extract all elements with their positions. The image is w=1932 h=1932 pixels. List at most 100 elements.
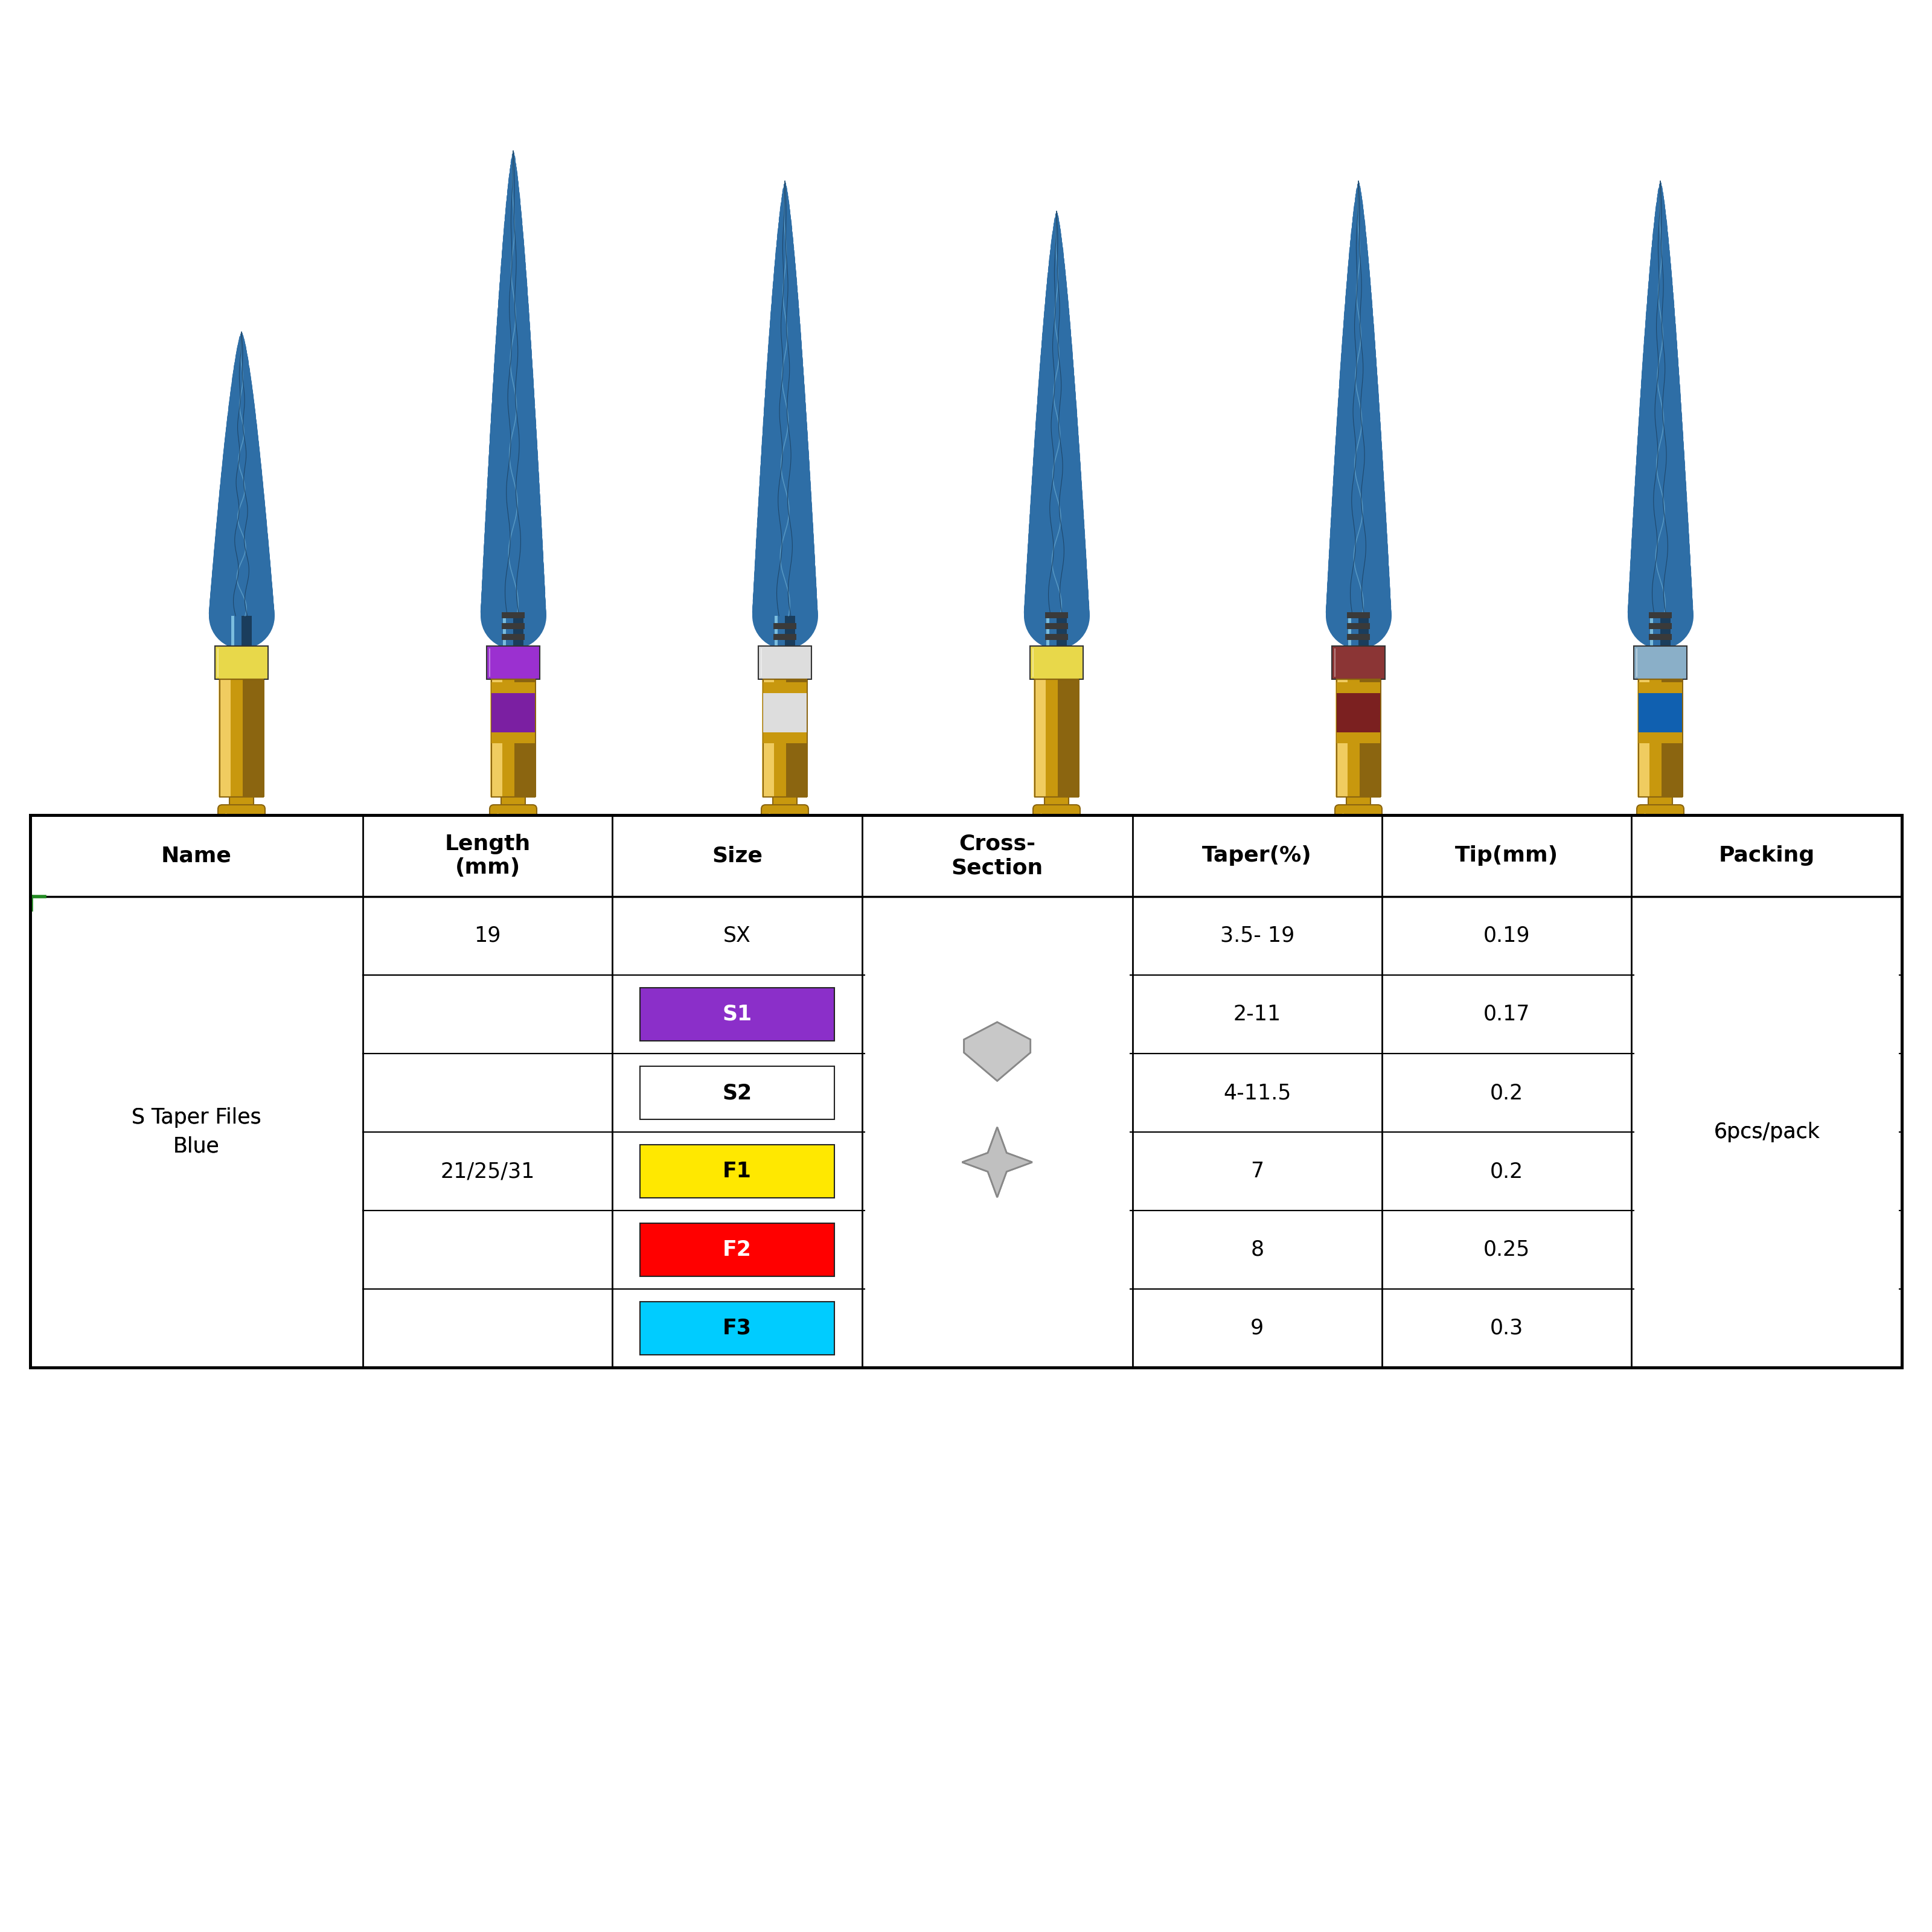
Bar xyxy=(1354,680,1356,796)
Bar xyxy=(1648,622,1671,630)
Bar xyxy=(1039,680,1041,796)
Bar xyxy=(493,680,495,796)
Bar xyxy=(866,900,1130,1364)
Bar xyxy=(247,680,249,796)
Bar xyxy=(33,900,359,1364)
Bar xyxy=(1644,680,1648,796)
Bar xyxy=(533,680,535,796)
Bar xyxy=(1037,680,1041,796)
Bar xyxy=(1045,634,1068,639)
Bar xyxy=(1665,680,1667,796)
Bar xyxy=(639,987,835,1041)
Bar xyxy=(230,680,232,796)
Bar xyxy=(1360,680,1362,796)
Bar xyxy=(1331,645,1385,680)
Bar xyxy=(779,680,781,796)
Bar xyxy=(1337,732,1379,744)
Bar xyxy=(220,680,263,796)
Bar xyxy=(1051,680,1053,796)
Text: 21/25/31: 21/25/31 xyxy=(440,1161,535,1182)
Bar xyxy=(238,680,240,796)
Bar xyxy=(230,680,234,796)
Bar xyxy=(1376,680,1378,796)
Text: 9: 9 xyxy=(1250,1318,1264,1339)
Bar xyxy=(1679,680,1681,796)
Bar xyxy=(234,680,236,796)
Bar xyxy=(1349,680,1350,796)
Bar xyxy=(1070,680,1074,796)
Bar xyxy=(498,680,500,796)
Bar xyxy=(1076,680,1078,796)
Bar xyxy=(773,622,796,630)
Bar xyxy=(531,680,533,796)
Bar xyxy=(249,680,251,796)
Bar xyxy=(1374,680,1378,796)
Bar xyxy=(516,680,518,796)
Bar xyxy=(763,694,808,732)
Bar xyxy=(1658,680,1660,796)
Bar xyxy=(502,634,526,639)
Bar xyxy=(1364,680,1366,796)
Bar xyxy=(1061,680,1063,796)
Bar xyxy=(502,622,526,630)
Bar xyxy=(1648,634,1671,639)
Text: Length
(mm): Length (mm) xyxy=(444,835,531,877)
Bar xyxy=(1640,680,1642,796)
Bar xyxy=(491,680,535,796)
Bar xyxy=(242,680,243,796)
Bar xyxy=(1072,680,1074,796)
Bar xyxy=(1638,680,1640,796)
Bar xyxy=(243,680,247,796)
Text: 6pcs/pack: 6pcs/pack xyxy=(1714,1122,1820,1142)
Bar xyxy=(1362,680,1364,796)
Text: 0.2: 0.2 xyxy=(1490,1082,1522,1103)
FancyBboxPatch shape xyxy=(1335,806,1381,838)
Bar xyxy=(512,680,514,796)
Text: 0.17: 0.17 xyxy=(1484,1005,1530,1024)
Bar xyxy=(510,680,512,796)
Bar xyxy=(1681,680,1683,796)
Bar xyxy=(220,680,222,796)
Bar xyxy=(763,732,808,744)
Bar xyxy=(253,680,255,796)
Polygon shape xyxy=(964,1022,1030,1080)
Bar xyxy=(1638,680,1683,796)
Bar xyxy=(1041,680,1043,796)
Bar xyxy=(520,680,522,796)
Bar xyxy=(763,680,808,796)
Bar xyxy=(1043,680,1045,796)
Bar xyxy=(1337,694,1379,732)
Bar xyxy=(1343,680,1345,796)
Bar xyxy=(1638,680,1640,796)
Bar xyxy=(232,680,234,796)
Bar xyxy=(1347,796,1370,810)
Bar xyxy=(1059,680,1061,796)
Bar xyxy=(802,680,806,796)
Bar xyxy=(782,680,784,796)
Bar xyxy=(1063,680,1065,796)
Bar xyxy=(1667,680,1669,796)
Bar xyxy=(1335,680,1337,796)
Bar xyxy=(775,680,777,796)
Bar xyxy=(1362,680,1364,796)
Bar xyxy=(1642,680,1644,796)
Bar xyxy=(251,680,253,796)
Bar xyxy=(1034,680,1036,796)
Bar xyxy=(255,680,257,796)
Text: Size: Size xyxy=(711,846,763,866)
Polygon shape xyxy=(962,1126,1032,1198)
Bar xyxy=(796,680,798,796)
Bar xyxy=(639,1302,835,1354)
Bar xyxy=(1660,680,1662,796)
Bar xyxy=(800,680,802,796)
Bar xyxy=(1638,694,1683,732)
Bar xyxy=(782,680,784,796)
Bar xyxy=(790,680,792,796)
Bar xyxy=(1650,680,1652,796)
Text: 0.25: 0.25 xyxy=(1484,1240,1530,1260)
Bar xyxy=(1057,680,1059,796)
Bar xyxy=(240,680,242,796)
Bar xyxy=(1675,680,1677,796)
Bar xyxy=(1648,680,1650,796)
Bar xyxy=(1068,680,1070,796)
